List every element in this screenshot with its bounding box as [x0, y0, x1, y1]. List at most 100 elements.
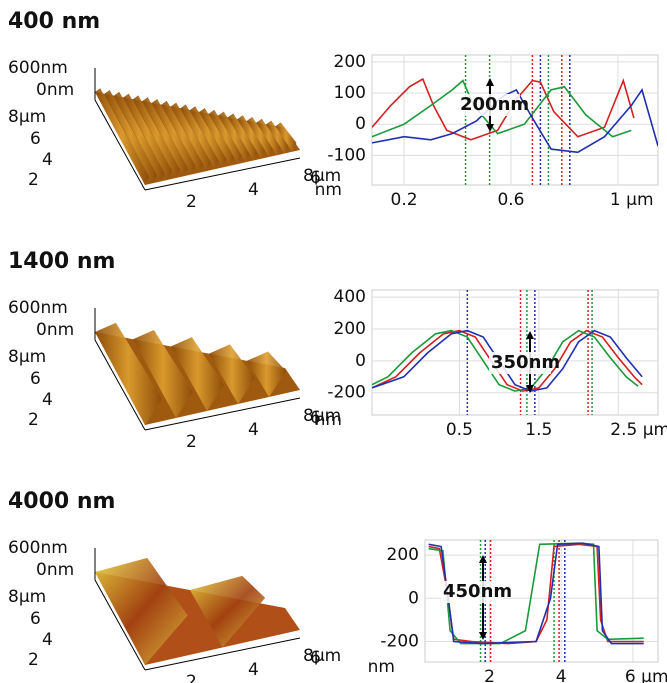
axis-line: [144, 637, 301, 671]
axis-line: [94, 99, 146, 191]
x-tick-label: 4: [556, 667, 567, 683]
surface-ridge: [247, 116, 274, 157]
annotation: 200nm: [460, 94, 529, 115]
surface-ridge: [95, 557, 188, 665]
z-label: 0nm: [36, 320, 74, 340]
panel-title: 1400 nm: [8, 249, 115, 274]
y-label: 6: [30, 129, 41, 149]
x-tick-label: 1.5: [525, 420, 552, 440]
x-label: 4: [248, 660, 259, 680]
y-tick-label: 200: [334, 52, 366, 72]
x-label: 8μm: [303, 166, 341, 186]
y-label: 6: [30, 369, 41, 389]
panel-title: 400 nm: [8, 9, 100, 34]
arrow-head: [479, 632, 487, 640]
y-label: 8μm: [8, 587, 46, 607]
y-label: 2: [28, 170, 39, 190]
line-chart: 400 200 0 -200 0.5 1.5 2.5 μm nm 350nm: [315, 287, 667, 440]
annotation: 450nm: [443, 581, 512, 602]
z-label: 0nm: [36, 80, 74, 100]
line-series: [372, 329, 643, 392]
x-label: 2: [186, 192, 197, 212]
x-tick-label: 2.5 μm: [610, 420, 667, 440]
y-tick-label: 400: [334, 287, 366, 307]
y-label: 2: [28, 650, 39, 670]
y-tick-label: -100: [327, 145, 366, 165]
surface-ridge: [142, 97, 189, 177]
surface-ridge: [152, 98, 196, 175]
surface-ridge: [228, 113, 258, 161]
surface-ridge: [133, 329, 194, 418]
x-label: 8μm: [303, 646, 341, 666]
x-label: 6: [310, 408, 321, 428]
y-axis-label: nm: [368, 657, 395, 677]
line-chart: 200 100 0 -100 0.2 0.6 1 μm nm 200nm: [315, 52, 659, 210]
y-tick-label: -200: [380, 631, 419, 651]
y-tick-label: 200: [387, 545, 419, 565]
line-series: [372, 329, 639, 392]
line-chart: 200 0 -200 2 4 6 μm nm 450nm: [368, 539, 667, 683]
surface-ridge: [133, 95, 181, 178]
y-tick-label: 0: [408, 588, 419, 608]
x-label: 4: [248, 420, 259, 440]
surface-ridge: [180, 104, 220, 170]
x-tick-label: 1 μm: [610, 190, 654, 210]
x-label: 6: [310, 648, 321, 668]
surface-ridge: [199, 107, 235, 166]
surface-ridge: [123, 93, 173, 180]
surface-ridge: [190, 575, 266, 648]
y-label: 6: [30, 609, 41, 629]
plot-content: [372, 55, 658, 185]
y-tick-label: 100: [334, 83, 366, 103]
surface-ridge: [114, 91, 165, 182]
z-label: 600nm: [8, 538, 68, 558]
arrow-head: [526, 331, 534, 339]
line-series: [372, 79, 632, 138]
arrow-head: [479, 555, 487, 563]
surface-ridge: [247, 351, 287, 397]
x-tick-label: 0.2: [391, 190, 418, 210]
axis-line: [144, 397, 301, 431]
x-label: 6: [310, 168, 321, 188]
line-series: [372, 329, 643, 392]
surface-ridge: [209, 344, 256, 404]
y-axis-label: nm: [315, 410, 342, 430]
arrow-head: [486, 78, 494, 86]
line-series: [428, 542, 644, 645]
surface-ridge: [95, 88, 150, 185]
plot-area: [371, 54, 659, 186]
axis-line: [94, 339, 146, 431]
x-label: 2: [186, 672, 197, 683]
y-label: 4: [42, 630, 53, 650]
y-tick-label: 0: [355, 351, 366, 371]
y-label: 4: [42, 150, 53, 170]
surface-ridge: [171, 102, 212, 171]
annotation-bg: [458, 94, 520, 116]
z-label: 600nm: [8, 298, 68, 318]
axis-line: [94, 579, 146, 671]
panel-title: 4000 nm: [8, 489, 115, 514]
x-tick-label: 0.5: [446, 420, 473, 440]
annotation-bg: [441, 581, 503, 603]
surface-ridge: [209, 109, 243, 164]
arrow-head: [486, 124, 494, 132]
y-tick-label: 200: [334, 319, 366, 339]
x-label: 8μm: [303, 406, 341, 426]
y-label: 8μm: [8, 347, 46, 367]
x-tick-label: 6 μm: [625, 667, 667, 683]
annotation-bg: [489, 352, 551, 374]
surface-ridge: [95, 322, 163, 425]
annotation: 350nm: [491, 352, 560, 373]
z-label: 0nm: [36, 560, 74, 580]
surface-ridge: [161, 100, 204, 173]
y-label: 2: [28, 410, 39, 430]
line-series: [372, 88, 658, 154]
surface-ridge: [237, 115, 266, 159]
y-tick-label: -200: [327, 383, 366, 403]
y-label: 8μm: [8, 107, 46, 127]
y-axis-label: nm: [315, 180, 342, 200]
